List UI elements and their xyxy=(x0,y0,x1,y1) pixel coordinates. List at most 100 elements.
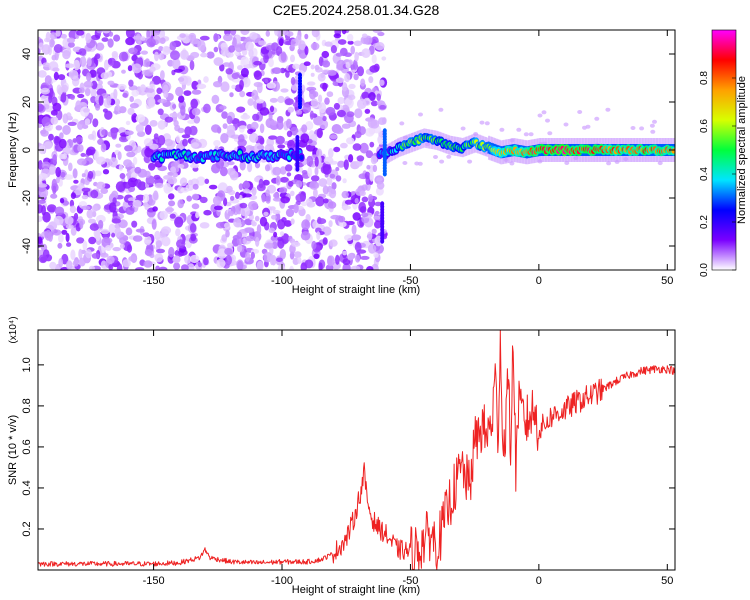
noise-blob xyxy=(372,164,378,173)
noise-blob xyxy=(283,220,292,227)
noise-blob xyxy=(225,254,233,266)
noise-blob xyxy=(239,79,244,90)
noise-blob xyxy=(351,224,357,235)
noise-blob xyxy=(146,96,156,107)
noise-blob xyxy=(313,253,320,260)
noise-blob xyxy=(286,172,292,177)
noise-blob xyxy=(324,97,330,105)
noise-blob xyxy=(304,259,314,269)
noise-blob xyxy=(57,242,63,249)
noise-blob xyxy=(83,80,93,88)
noise-blob xyxy=(293,203,299,214)
noise-blob xyxy=(231,84,236,90)
noise-blob xyxy=(251,221,257,227)
noise-blob xyxy=(311,240,317,250)
noise-blob xyxy=(273,231,278,238)
noise-blob xyxy=(135,114,146,123)
noise-blob xyxy=(224,222,231,229)
noise-blob xyxy=(195,211,200,219)
noise-blob xyxy=(76,158,87,166)
noise-blob xyxy=(310,98,319,108)
noise-blob xyxy=(657,161,663,166)
noise-blob xyxy=(329,239,338,247)
noise-blob xyxy=(272,197,283,202)
noise-blob xyxy=(337,97,345,105)
noise-blob xyxy=(278,187,288,194)
noise-blob xyxy=(541,110,547,115)
noise-blob xyxy=(203,209,212,216)
noise-blob xyxy=(329,134,338,140)
noise-blob xyxy=(125,206,135,215)
noise-blob xyxy=(145,88,155,93)
noise-blob xyxy=(86,57,92,67)
noise-blob xyxy=(43,141,53,150)
noise-blob xyxy=(153,133,159,140)
noise-blob xyxy=(124,130,134,136)
noise-blob xyxy=(337,160,345,168)
noise-blob xyxy=(151,219,157,230)
colorbar: 0.0 0.2 0.4 0.6 0.8 Normalized spectral ampl… xyxy=(699,29,748,277)
noise-blob xyxy=(364,108,371,114)
noise-blob xyxy=(287,106,295,113)
noise-blob xyxy=(72,138,78,143)
noise-blob xyxy=(54,206,65,216)
noise-blob xyxy=(45,31,51,43)
noise-blob xyxy=(304,46,309,56)
noise-blob xyxy=(376,181,385,190)
snr-y-label: SNR (10 * v/v) xyxy=(7,415,19,485)
noise-blob xyxy=(537,113,543,118)
noise-blob xyxy=(270,120,278,126)
noise-blob xyxy=(272,166,282,176)
noise-blob xyxy=(156,87,163,95)
noise-blob xyxy=(343,159,349,171)
noise-blob xyxy=(310,72,315,77)
noise-blob xyxy=(112,247,121,252)
noise-blob xyxy=(107,38,114,48)
noise-blob xyxy=(122,92,128,98)
noise-blob xyxy=(98,95,104,106)
noise-blob xyxy=(64,63,75,68)
noise-blob xyxy=(59,132,64,140)
noise-blob xyxy=(329,188,337,199)
noise-blob xyxy=(123,159,133,167)
noise-blob xyxy=(188,32,197,41)
noise-blob xyxy=(199,222,210,229)
noise-blob xyxy=(269,105,275,113)
noise-blob xyxy=(266,82,277,89)
noise-blob xyxy=(172,104,177,109)
noise-blob xyxy=(129,102,139,109)
noise-blob xyxy=(328,220,333,228)
noise-blob xyxy=(66,242,72,247)
noise-blob xyxy=(268,111,273,122)
noise-blob xyxy=(111,218,122,224)
noise-blob xyxy=(359,142,369,154)
noise-blob xyxy=(639,126,645,131)
noise-blob xyxy=(277,219,286,230)
noise-blob xyxy=(261,193,266,203)
noise-blob xyxy=(100,188,109,194)
noise-blob xyxy=(330,45,337,54)
noise-blob xyxy=(239,202,248,209)
noise-blob xyxy=(55,125,63,131)
noise-blob xyxy=(347,33,354,42)
noise-blob xyxy=(203,76,209,83)
noise-blob xyxy=(276,257,283,263)
noise-blob xyxy=(158,52,164,61)
figure-title: C2E5.2024.258.01.34.G28 xyxy=(273,2,440,18)
noise-blob xyxy=(155,240,163,248)
noise-blob xyxy=(297,256,302,264)
noise-blob xyxy=(140,50,148,55)
noise-blob xyxy=(180,49,189,60)
noise-blob xyxy=(306,155,314,167)
noise-blob xyxy=(545,118,550,123)
noise-blob xyxy=(272,241,278,249)
y-tick-label: 0.4 xyxy=(21,480,33,495)
noise-blob xyxy=(370,100,378,107)
spectrogram-y-axis: -40 -20 0 20 40 xyxy=(21,48,675,254)
noise-blob xyxy=(333,102,340,110)
noise-blob xyxy=(38,215,43,223)
noise-blob xyxy=(190,163,199,169)
noise-blob xyxy=(127,65,133,72)
noise-blob xyxy=(200,52,208,58)
noise-blob xyxy=(109,157,118,168)
